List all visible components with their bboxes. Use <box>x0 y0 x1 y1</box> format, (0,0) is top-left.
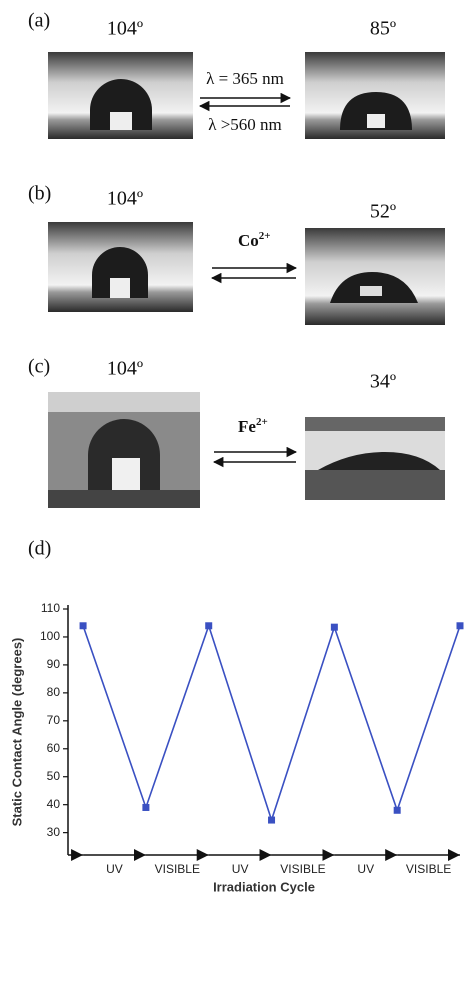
angle-label: 52º <box>370 201 396 223</box>
photo <box>48 52 445 139</box>
y-tick-label: 50 <box>47 769 61 783</box>
x-tick-label: UV <box>106 862 123 876</box>
angle-label: 104º <box>107 358 143 380</box>
x-tick-label: UV <box>357 862 374 876</box>
ion: Fe <box>238 417 256 436</box>
condition-label: λ = 365 nm <box>206 69 284 88</box>
condition-label: λ >560 nm <box>208 115 282 134</box>
chart: 30 40 50 60 70 80 90 100 110 Static Contact Angle… <box>9 601 464 894</box>
angle-label: 34º <box>370 371 396 393</box>
ion-label: Fe2+ <box>238 416 268 436</box>
angle-label: 104º <box>107 188 143 210</box>
panel-label: (c) <box>28 356 50 378</box>
charge: 2+ <box>256 416 268 428</box>
y-axis-label: Static Contact Angle (degrees) <box>9 638 24 827</box>
y-tick-label: 90 <box>47 657 61 671</box>
y-tick-label: 100 <box>40 629 60 643</box>
data-point <box>205 622 213 630</box>
x-tick-label: UV <box>232 862 249 876</box>
y-tick-label: 70 <box>47 713 61 727</box>
angle-label: 85º <box>370 18 396 40</box>
data-point <box>456 622 464 630</box>
ion-label: Co2+ <box>238 230 271 250</box>
panel-label: (b) <box>28 183 51 205</box>
ion: Co <box>238 231 259 250</box>
x-tick-label: VISIBLE <box>155 862 200 876</box>
panel-label: (d) <box>28 538 51 560</box>
data-point <box>393 806 401 814</box>
charge: 2+ <box>259 230 271 242</box>
x-axis-label: Irradiation Cycle <box>213 879 315 894</box>
panel-label: (a) <box>28 10 50 32</box>
x-tick-label: VISIBLE <box>406 862 451 876</box>
y-tick-label: 80 <box>47 685 61 699</box>
data-point <box>268 816 276 824</box>
data-point <box>79 622 87 630</box>
y-tick-label: 60 <box>47 741 61 755</box>
data-point <box>142 803 150 811</box>
photo <box>48 392 445 508</box>
data-line <box>82 623 461 823</box>
x-tick-label: VISIBLE <box>280 862 325 876</box>
y-tick-label: 30 <box>47 825 61 839</box>
y-tick-label: 110 <box>41 601 60 615</box>
y-tick-label: 40 <box>47 797 61 811</box>
angle-label: 104º <box>107 18 143 40</box>
data-point <box>330 623 338 631</box>
photo <box>48 222 445 325</box>
